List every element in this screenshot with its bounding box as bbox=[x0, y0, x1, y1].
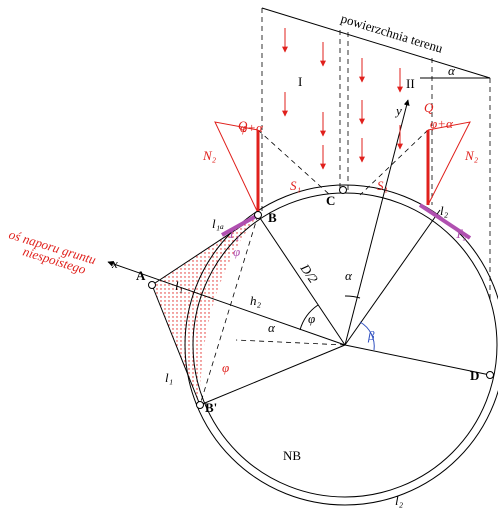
dashed bbox=[359, 129, 429, 196]
label: φ bbox=[222, 360, 229, 375]
label: φ+α bbox=[240, 120, 264, 135]
label: S₁ bbox=[377, 178, 388, 193]
ground-surface bbox=[261, 7, 491, 79]
geometry bbox=[107, 7, 498, 506]
load-arrows bbox=[282, 28, 403, 170]
label: N₂ bbox=[202, 148, 217, 163]
force-triangle bbox=[427, 121, 471, 206]
label: D/2 bbox=[297, 260, 321, 286]
point bbox=[196, 401, 204, 409]
phi-arc bbox=[299, 304, 319, 331]
point bbox=[254, 211, 262, 219]
alpha-arc bbox=[344, 295, 361, 299]
label: y bbox=[394, 103, 402, 118]
line bbox=[199, 344, 346, 406]
line bbox=[344, 209, 441, 346]
point bbox=[339, 186, 347, 194]
x-axis bbox=[107, 260, 346, 346]
label: α bbox=[448, 63, 456, 78]
label: T₁ bbox=[228, 226, 240, 241]
point bbox=[148, 281, 156, 289]
outer-ring bbox=[184, 184, 498, 506]
label: l₂ bbox=[440, 203, 449, 218]
label: φ+α bbox=[430, 116, 454, 131]
label: φ bbox=[308, 311, 315, 326]
labels: powierzchnia terenu α I II Q Q N₂ N₂ φ+α… bbox=[7, 11, 479, 508]
t-force bbox=[418, 203, 472, 240]
force-triangle bbox=[214, 121, 259, 214]
label: I bbox=[298, 74, 302, 89]
label: x bbox=[111, 256, 118, 271]
label: S₁ bbox=[290, 178, 301, 193]
line bbox=[344, 344, 491, 376]
dashed bbox=[199, 214, 259, 406]
dashed bbox=[257, 129, 331, 196]
label: α bbox=[268, 320, 276, 335]
label: β bbox=[367, 328, 375, 343]
label: Q bbox=[424, 100, 434, 115]
label: α bbox=[345, 268, 353, 283]
line bbox=[257, 214, 346, 346]
point bbox=[486, 371, 494, 379]
label: A bbox=[136, 268, 146, 283]
label: l₁ bbox=[175, 278, 183, 293]
label: T₂ bbox=[455, 226, 467, 241]
soil-wedge bbox=[152, 215, 258, 405]
dashed bbox=[235, 339, 346, 346]
label: B bbox=[268, 210, 277, 225]
t-force bbox=[221, 213, 259, 237]
label: l₂ bbox=[395, 493, 404, 508]
label: Q bbox=[238, 118, 248, 133]
label: C bbox=[326, 193, 335, 208]
label: II bbox=[406, 76, 415, 91]
label: B' bbox=[205, 400, 217, 415]
y-axis bbox=[344, 99, 410, 346]
label: D bbox=[470, 368, 479, 383]
label: h₂ bbox=[250, 293, 262, 308]
label: powierzchnia terenu bbox=[339, 11, 445, 56]
beta-arc bbox=[359, 321, 375, 351]
label: NB bbox=[283, 448, 301, 463]
line bbox=[151, 284, 201, 406]
label: φ bbox=[233, 244, 240, 259]
label: l₁ₐ bbox=[212, 216, 224, 231]
label: l₁ bbox=[165, 370, 173, 385]
label: N₂ bbox=[464, 148, 479, 163]
